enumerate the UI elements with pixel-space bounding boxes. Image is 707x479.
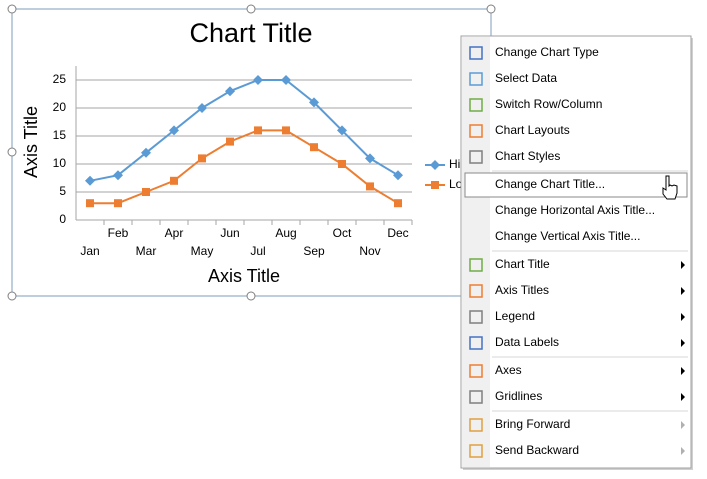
menu-item[interactable]: Chart Title bbox=[495, 257, 550, 271]
x-tick-label: Mar bbox=[136, 244, 157, 258]
y-tick-label: 15 bbox=[53, 128, 67, 142]
data-point bbox=[85, 175, 95, 186]
data-point bbox=[226, 137, 234, 146]
menu-item[interactable]: Legend bbox=[495, 309, 535, 323]
menu-icon bbox=[469, 98, 483, 112]
legend-marker bbox=[431, 181, 439, 189]
data-point bbox=[310, 143, 318, 152]
x-tick-label: Jun bbox=[220, 226, 239, 240]
menu-icon bbox=[469, 124, 483, 138]
resize-handle[interactable] bbox=[7, 147, 17, 157]
resize-handle[interactable] bbox=[7, 4, 17, 14]
x-tick-label: Aug bbox=[275, 226, 296, 240]
x-axis-title[interactable]: Axis Title bbox=[208, 266, 280, 286]
menu-item[interactable]: Change Chart Type bbox=[495, 45, 599, 59]
menu-item: Bring Forward bbox=[495, 417, 570, 431]
submenu-arrow bbox=[681, 261, 685, 269]
data-point bbox=[141, 147, 151, 158]
submenu-arrow bbox=[681, 313, 685, 321]
menu-item[interactable]: Axis Titles bbox=[495, 283, 549, 297]
data-point bbox=[253, 75, 263, 85]
menu-item[interactable]: Select Data bbox=[495, 71, 557, 85]
data-point bbox=[366, 182, 374, 191]
data-point bbox=[338, 160, 346, 168]
menu-item[interactable]: Data Labels bbox=[495, 335, 559, 349]
resize-handle[interactable] bbox=[7, 291, 17, 301]
y-tick-label: 10 bbox=[53, 156, 67, 170]
menu-item[interactable]: Change Horizontal Axis Title... bbox=[495, 203, 655, 217]
y-tick-label: 0 bbox=[59, 212, 66, 226]
x-tick-label: Feb bbox=[108, 226, 129, 240]
data-point bbox=[142, 188, 150, 196]
submenu-arrow bbox=[681, 421, 685, 429]
menu-icon bbox=[469, 310, 483, 324]
data-point bbox=[281, 75, 291, 85]
y-tick-label: 25 bbox=[53, 72, 67, 86]
resize-handle[interactable] bbox=[486, 4, 496, 14]
submenu-arrow bbox=[681, 367, 685, 375]
menu-icon bbox=[469, 418, 483, 432]
menu-item[interactable]: Switch Row/Column bbox=[495, 97, 602, 111]
legend-marker bbox=[430, 160, 440, 170]
x-tick-label: Apr bbox=[165, 226, 184, 240]
data-point bbox=[337, 125, 347, 136]
menu-item[interactable]: Change Vertical Axis Title... bbox=[495, 229, 640, 243]
x-tick-label: Oct bbox=[333, 226, 352, 240]
menu-item[interactable]: Axes bbox=[495, 363, 522, 377]
x-tick-label: Jan bbox=[80, 244, 99, 258]
menu-item[interactable]: Chart Layouts bbox=[495, 123, 570, 137]
data-point bbox=[225, 86, 235, 97]
x-tick-label: Dec bbox=[387, 226, 408, 240]
data-point bbox=[197, 103, 207, 113]
x-tick-label: Nov bbox=[359, 244, 380, 258]
resize-handle[interactable] bbox=[246, 4, 256, 14]
menu-icon bbox=[469, 390, 483, 404]
y-tick-label: 5 bbox=[59, 184, 66, 198]
menu-highlight bbox=[464, 172, 688, 198]
menu-icon bbox=[469, 364, 483, 378]
menu-icon bbox=[469, 284, 483, 298]
data-point bbox=[309, 97, 319, 108]
x-tick-label: May bbox=[191, 244, 214, 258]
data-point bbox=[393, 170, 403, 181]
context-menu: Change Chart Type Select Data Switch Row/C… bbox=[460, 35, 693, 470]
y-tick-label: 20 bbox=[53, 100, 67, 114]
menu-item: Send Backward bbox=[495, 443, 579, 457]
data-point bbox=[365, 153, 375, 164]
resize-handle[interactable] bbox=[246, 291, 256, 301]
y-axis-title[interactable]: Axis Title bbox=[21, 106, 41, 178]
data-point bbox=[198, 154, 206, 163]
menu-icon bbox=[469, 150, 483, 164]
submenu-arrow bbox=[681, 287, 685, 295]
data-point bbox=[170, 176, 178, 185]
data-point bbox=[169, 125, 179, 136]
x-tick-label: Sep bbox=[303, 244, 325, 258]
submenu-arrow bbox=[681, 393, 685, 401]
menu-item[interactable]: Chart Styles bbox=[495, 149, 560, 163]
menu-icon bbox=[469, 46, 483, 60]
submenu-arrow bbox=[681, 447, 685, 455]
menu-item[interactable]: Change Chart Title... bbox=[495, 177, 605, 191]
menu-icon bbox=[469, 72, 483, 86]
menu-background bbox=[460, 35, 692, 469]
data-point bbox=[114, 199, 122, 208]
submenu-arrow bbox=[681, 339, 685, 347]
mouse-cursor bbox=[662, 175, 678, 200]
menu-icon bbox=[469, 336, 483, 350]
data-point bbox=[86, 199, 94, 208]
x-tick-label: Jul bbox=[250, 244, 265, 258]
menu-icon bbox=[469, 444, 483, 458]
data-point bbox=[282, 126, 290, 135]
data-point bbox=[394, 199, 402, 208]
chart-frame[interactable] bbox=[11, 8, 492, 297]
series-line bbox=[89, 79, 399, 182]
data-point bbox=[254, 126, 262, 135]
menu-icon bbox=[469, 258, 483, 272]
chart-title[interactable]: Chart Title bbox=[189, 18, 312, 48]
series-line bbox=[90, 129, 399, 205]
data-point bbox=[113, 170, 123, 181]
menu-item[interactable]: Gridlines bbox=[495, 389, 542, 403]
icon-column bbox=[462, 37, 490, 467]
